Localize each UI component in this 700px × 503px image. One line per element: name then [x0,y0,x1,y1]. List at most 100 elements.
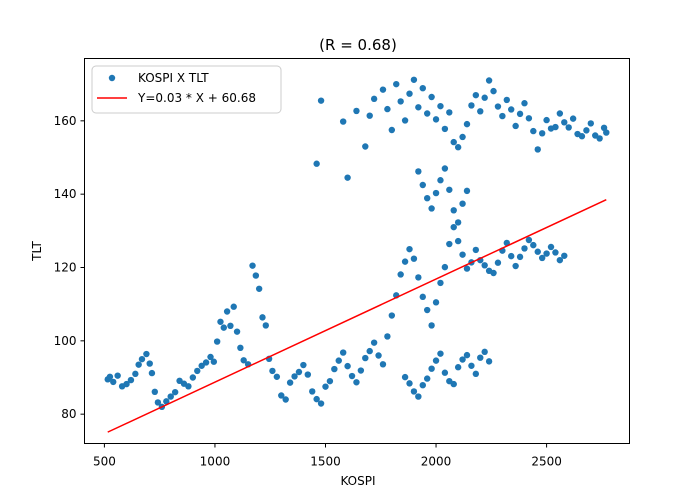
scatter-point [317,97,325,104]
scatter-point [530,241,537,249]
scatter-point [446,109,453,116]
scatter-point [339,118,347,125]
scatter-point [362,354,369,362]
scatter-point [463,351,471,359]
regression-line [107,198,607,433]
scatter-point [213,338,221,345]
scatter-point [189,374,197,381]
scatter-point [424,195,431,202]
x-tick-label: 1500 [310,455,341,469]
scatter-point [459,133,466,141]
scatter-point [138,355,146,363]
scatter-point [459,200,466,207]
scatter-point [366,347,373,355]
scatter-point [410,76,418,83]
scatter-point [516,110,524,118]
scatter-point [291,373,298,380]
scatter-point [552,249,559,256]
scatter-point [424,110,431,117]
scatter-point [322,383,329,390]
scatter-point [463,265,471,272]
scatter-point [353,107,360,115]
scatter-points [104,76,610,411]
scatter-point [220,324,227,331]
scatter-point [512,262,519,270]
scatter-point [499,112,506,120]
scatter-point [432,189,440,197]
scatter-point [596,135,603,142]
scatter-point [587,120,595,127]
scatter-point [437,102,444,110]
scatter-point [384,105,391,113]
scatter-point [419,85,426,92]
scatter-point [357,367,365,374]
scatter-point [432,116,440,123]
legend-scatter-label: KOSPI X TLT [138,71,209,85]
scatter-point [419,181,426,189]
scatter-point [410,255,418,262]
scatter-point [249,262,256,269]
trend-line-layer [107,198,607,433]
scatter-point [446,240,453,248]
scatter-point [446,186,453,193]
scatter-point [454,237,462,245]
legend-box [91,65,282,114]
scatter-point [459,356,466,363]
scatter-point [561,252,568,259]
scatter-point [262,322,269,329]
scatter-point [481,94,488,101]
scatter-point [344,174,351,181]
scatter-point [259,314,266,321]
scatter-point [393,80,400,88]
scatter-point [485,77,493,84]
scatter-point [339,349,347,356]
y-axis-label: TLT [30,240,44,261]
scatter-point [534,146,541,153]
scatter-point [472,370,480,378]
scatter-point [397,98,404,105]
scatter-point [463,120,471,128]
scatter-point [313,395,320,403]
scatter-point [472,246,480,254]
scatter-point [419,382,426,389]
scatter-point [415,393,422,400]
scatter-point [278,392,285,399]
scatter-point [384,333,391,340]
scatter-point [255,285,263,292]
scatter-point [481,262,488,269]
scatter-point [485,358,493,365]
plot-frame [84,58,630,444]
scatter-point [123,380,130,388]
scatter-point [252,272,260,279]
legend: KOSPI X TLT Y=0.03 * X + 60.68 [91,65,282,114]
scatter-point [538,130,546,137]
scatter-point [366,112,373,119]
scatter-point [521,100,528,107]
scatter-point [410,388,418,395]
scatter-point [344,362,351,370]
scatter-point [516,253,524,261]
scatter-point [508,252,515,260]
scatter-point [521,245,528,252]
scatter-point [370,339,378,346]
scatter-point [490,269,497,277]
scatter-point [432,357,440,364]
scatter-point [547,243,555,251]
scatter-point [406,90,413,97]
scatter-point [326,377,334,385]
scatter-point [207,353,214,361]
scatter-point [556,110,564,117]
scatter-point [388,312,396,319]
scatter-point [419,293,426,301]
scatter-point [223,308,231,315]
scatter-point [530,127,537,135]
scatter-point [450,207,457,214]
scatter-point [600,124,608,131]
scatter-point [468,102,475,109]
scatter-point [309,388,316,395]
scatter-point [295,368,303,376]
x-axis-ticks: 500 1000 1500 2000 2500 [93,443,562,469]
scatter-point [331,365,338,373]
scatter-point [171,388,179,396]
